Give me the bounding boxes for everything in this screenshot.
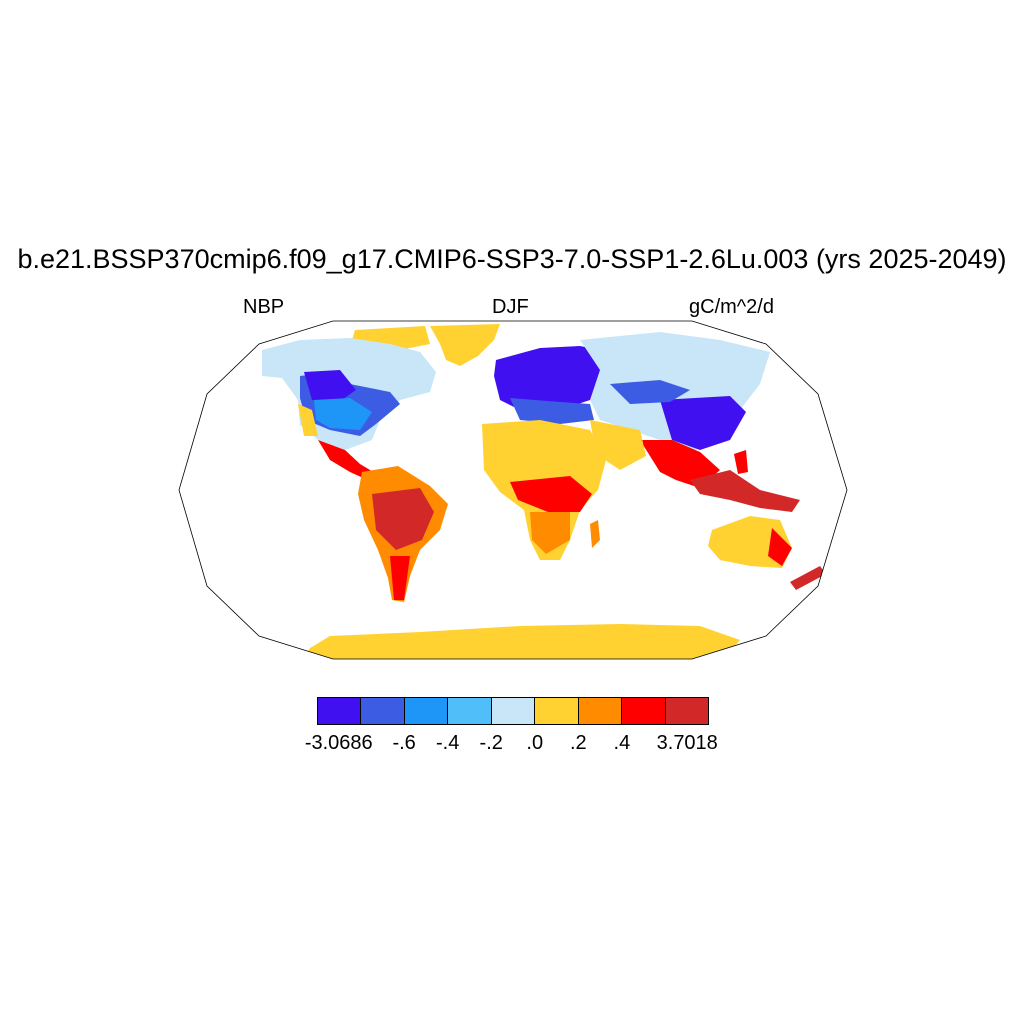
colorbar — [317, 697, 709, 725]
greenland-region — [430, 324, 500, 366]
north-america-mid-region — [314, 398, 372, 430]
southern-cone-region — [390, 556, 410, 600]
europe-south-region — [510, 398, 594, 424]
colorbar-tick-label: .4 — [613, 732, 631, 754]
colorbar-tick-label: -.6 — [392, 732, 416, 754]
antarctica-region — [300, 624, 740, 659]
europe-region — [494, 346, 612, 410]
colorbar-box — [535, 697, 579, 725]
colorbar-box — [491, 697, 536, 725]
colorbar-tick-label: -.2 — [479, 732, 503, 754]
east-asia-region — [660, 396, 746, 450]
colorbar-box — [578, 697, 623, 725]
globe-outline — [178, 320, 848, 660]
africa-south-region — [530, 512, 570, 554]
north-america-core-region — [304, 370, 356, 404]
colorbar-tick-label: -.4 — [435, 732, 460, 754]
amazon-region — [372, 488, 434, 550]
australia-east-region — [768, 528, 792, 566]
maritime-se-asia-region — [690, 470, 800, 512]
madagascar-region — [590, 520, 600, 548]
central-asia-region — [610, 380, 690, 404]
south-asia-region — [640, 440, 720, 488]
colorbar-box — [665, 697, 709, 725]
variable-label: NBP — [243, 296, 285, 318]
colorbar-box — [317, 697, 362, 725]
north-america-west-region — [298, 404, 318, 436]
colorbar-box — [448, 697, 492, 725]
new-zealand-region — [790, 566, 826, 590]
central-america-region — [318, 440, 380, 482]
plot-title: b.e21.BSSP370cmip6.f09_g17.CMIP6-SSP3-7.… — [17, 244, 1007, 274]
africa-tropics-region — [510, 476, 592, 512]
colorbar-box — [404, 697, 449, 725]
units-label: gC/m^2/d — [689, 296, 774, 318]
season-label: DJF — [492, 296, 529, 318]
colorbar-tick-label: .2 — [569, 732, 587, 754]
colorbar-tick-label: .0 — [526, 732, 544, 754]
philippines-region — [734, 450, 748, 474]
colorbar-tick-label: -3.0686 — [304, 732, 373, 754]
colorbar-box — [361, 697, 405, 725]
colorbar-box — [622, 697, 666, 725]
colorbar-tick-label: 3.7018 — [656, 732, 718, 754]
